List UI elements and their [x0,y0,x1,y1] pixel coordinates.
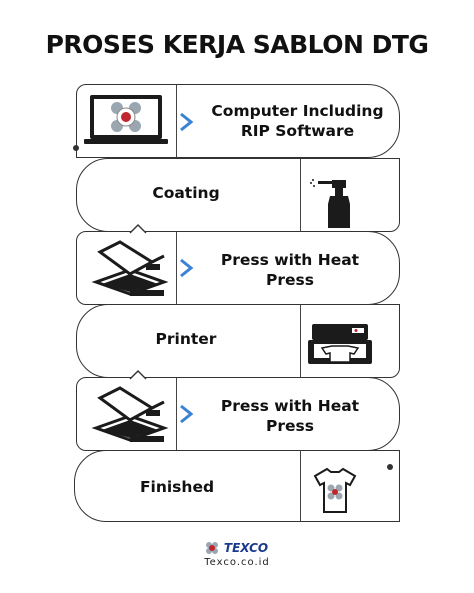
step-divider [300,159,301,231]
brand-name: TEXCO [223,541,269,555]
step-divider [176,378,177,450]
step-3-label: Press with Heat Press [220,251,360,289]
step-4-label: Printer [155,330,217,348]
heat-press-icon [91,386,169,442]
chevron-up-icon [129,224,147,234]
step-1-label: Computer Including RIP Software [211,102,384,140]
connector-dot [387,464,393,470]
heat-press-icon [91,240,169,296]
page-title: PROSES KERJA SABLON DTG [45,30,429,59]
step-divider [300,305,301,377]
step-5-label: Press with Heat Press [220,397,360,435]
chevron-right-icon [180,112,194,132]
step-divider [176,232,177,304]
chevron-up-icon [129,370,147,380]
computer-monitor-icon [84,95,168,144]
step-divider [300,451,301,521]
step-6-label: Finished [139,478,215,496]
chevron-right-icon [180,258,194,278]
step-2-label: Coating [152,184,220,202]
dtg-printer-icon [308,324,372,364]
connector-dot [73,145,79,151]
step-divider [176,85,177,157]
printed-tshirt-icon [313,467,357,513]
website-label: Texco.co.id [204,557,270,568]
spray-bottle-icon [310,179,350,228]
chevron-right-icon [180,404,194,424]
texco-logo-icon [206,542,218,554]
